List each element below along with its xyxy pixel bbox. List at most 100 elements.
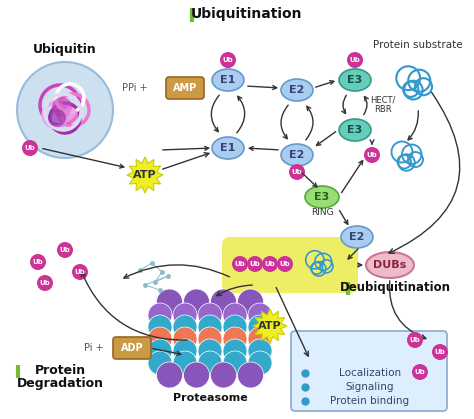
Text: Ub: Ub [235, 261, 246, 267]
Circle shape [432, 344, 448, 360]
Text: ADP: ADP [121, 343, 143, 353]
Circle shape [412, 364, 428, 380]
Ellipse shape [341, 226, 373, 248]
Circle shape [148, 315, 172, 339]
Text: Ub: Ub [292, 169, 302, 175]
Circle shape [148, 351, 172, 375]
Circle shape [198, 339, 222, 363]
Circle shape [198, 351, 222, 375]
Text: E2: E2 [349, 232, 365, 242]
Circle shape [277, 256, 293, 272]
Text: Ub: Ub [415, 369, 425, 375]
Circle shape [22, 140, 38, 156]
Circle shape [173, 327, 197, 351]
Circle shape [72, 264, 88, 280]
Text: Signaling: Signaling [346, 382, 394, 392]
Circle shape [156, 289, 182, 315]
Circle shape [248, 315, 272, 339]
Circle shape [156, 362, 182, 388]
Text: Ub: Ub [410, 337, 420, 343]
Circle shape [52, 97, 72, 117]
Text: E3: E3 [314, 192, 329, 202]
Circle shape [183, 362, 210, 388]
Text: ATP: ATP [258, 321, 282, 331]
Text: Deubiquitination: Deubiquitination [339, 282, 450, 295]
Text: RBR: RBR [374, 106, 392, 114]
Text: Ub: Ub [264, 261, 275, 267]
Circle shape [173, 315, 197, 339]
Text: E2: E2 [289, 85, 305, 95]
Circle shape [247, 256, 263, 272]
Circle shape [57, 242, 73, 258]
Text: Ub: Ub [223, 57, 233, 63]
Circle shape [347, 52, 363, 68]
Circle shape [210, 362, 237, 388]
Circle shape [223, 303, 247, 327]
Circle shape [248, 339, 272, 363]
FancyBboxPatch shape [113, 337, 151, 359]
Circle shape [223, 327, 247, 351]
Text: Ub: Ub [40, 280, 50, 286]
Text: Protein substrate: Protein substrate [373, 40, 463, 50]
Text: Proteasome: Proteasome [173, 393, 247, 403]
Text: Ubiquitination: Ubiquitination [191, 7, 303, 21]
Text: E3: E3 [347, 75, 363, 85]
Text: E1: E1 [220, 75, 236, 85]
Text: PPi +: PPi + [122, 83, 148, 93]
Text: Ub: Ub [33, 259, 44, 265]
Text: RING: RING [310, 209, 333, 217]
Circle shape [237, 289, 264, 315]
Circle shape [223, 315, 247, 339]
Ellipse shape [212, 69, 244, 91]
Circle shape [148, 327, 172, 351]
Circle shape [198, 315, 222, 339]
Circle shape [37, 275, 53, 291]
Circle shape [173, 339, 197, 363]
Circle shape [220, 52, 236, 68]
Circle shape [183, 289, 210, 315]
Circle shape [210, 289, 237, 315]
Circle shape [232, 256, 248, 272]
Text: Localization: Localization [339, 368, 401, 378]
Circle shape [248, 303, 272, 327]
Ellipse shape [281, 79, 313, 101]
Text: ATP: ATP [133, 170, 157, 180]
Text: Ub: Ub [350, 57, 360, 63]
Circle shape [30, 254, 46, 270]
Text: E1: E1 [220, 143, 236, 153]
Circle shape [289, 164, 305, 180]
Text: HECT/: HECT/ [370, 96, 396, 104]
Circle shape [17, 62, 113, 158]
FancyBboxPatch shape [222, 237, 358, 293]
Text: Ubiquitin: Ubiquitin [33, 44, 97, 57]
Ellipse shape [339, 69, 371, 91]
Circle shape [198, 303, 222, 327]
Ellipse shape [366, 252, 414, 278]
Circle shape [237, 362, 264, 388]
Circle shape [223, 339, 247, 363]
Ellipse shape [212, 137, 244, 159]
Circle shape [248, 351, 272, 375]
Circle shape [198, 327, 222, 351]
FancyBboxPatch shape [166, 77, 204, 99]
Polygon shape [253, 309, 287, 343]
Circle shape [173, 303, 197, 327]
Circle shape [364, 147, 380, 163]
Text: E3: E3 [347, 125, 363, 135]
Circle shape [248, 327, 272, 351]
Text: Ub: Ub [366, 152, 377, 158]
Circle shape [62, 107, 78, 123]
Text: Degradation: Degradation [17, 377, 103, 390]
Circle shape [148, 339, 172, 363]
Ellipse shape [305, 186, 339, 208]
Text: Pi +: Pi + [84, 343, 104, 353]
Circle shape [407, 332, 423, 348]
FancyBboxPatch shape [291, 331, 447, 411]
Text: Ub: Ub [60, 247, 70, 253]
Text: Protein: Protein [35, 365, 86, 378]
Text: Ub: Ub [280, 261, 291, 267]
Text: AMP: AMP [173, 83, 197, 93]
Circle shape [262, 256, 278, 272]
Text: E2: E2 [289, 150, 305, 160]
Ellipse shape [281, 144, 313, 166]
